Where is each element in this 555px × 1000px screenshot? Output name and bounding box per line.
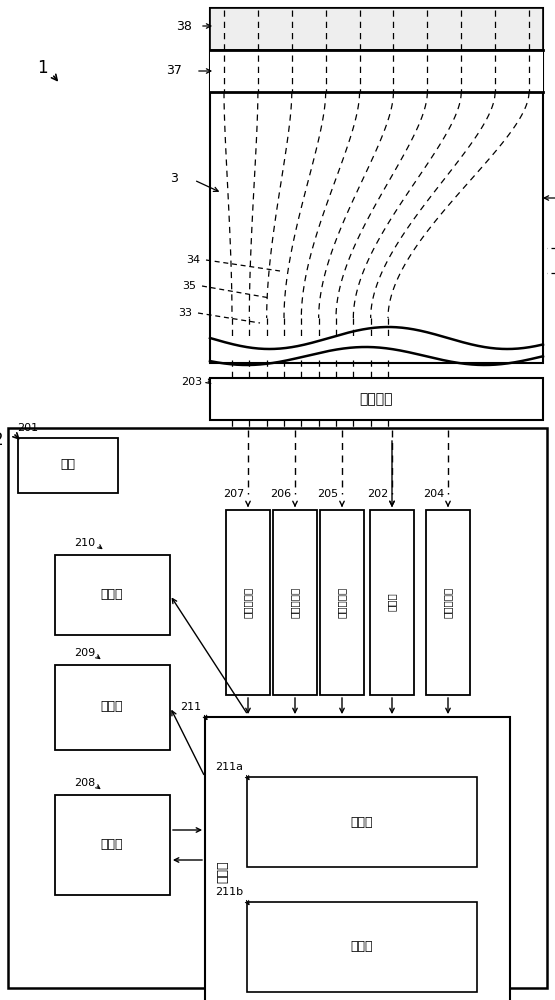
Text: 209: 209	[74, 648, 95, 658]
Bar	[55, 665, 170, 750]
Text: 第四检测部: 第四检测部	[243, 586, 253, 618]
Text: 记录部: 记录部	[101, 588, 123, 601]
Bar	[247, 777, 477, 867]
Bar	[210, 378, 543, 420]
Text: 第一检测部: 第一检测部	[443, 586, 453, 618]
Text: 206: 206	[270, 489, 291, 499]
Text: 第二检测部: 第二检测部	[337, 586, 347, 618]
Text: 210: 210	[74, 538, 95, 548]
Bar	[205, 717, 510, 1000]
Text: 201: 201	[17, 423, 38, 433]
Text: 38: 38	[176, 19, 192, 32]
Text: 34: 34	[186, 255, 200, 265]
Bar	[320, 510, 364, 695]
Text: 207: 207	[223, 489, 244, 499]
Bar	[210, 8, 543, 50]
Bar	[55, 555, 170, 635]
Bar	[426, 510, 470, 695]
Text: 35: 35	[182, 281, 196, 291]
Bar	[273, 510, 317, 695]
Bar	[210, 50, 543, 92]
Text: 202: 202	[367, 489, 388, 499]
Text: 211: 211	[180, 702, 201, 712]
Text: 判定部: 判定部	[351, 816, 374, 828]
Text: 208: 208	[74, 778, 95, 788]
Text: 输入部: 输入部	[101, 838, 123, 852]
Text: 2: 2	[0, 431, 3, 449]
Bar	[226, 510, 270, 695]
Text: 连接器部: 连接器部	[359, 392, 393, 406]
Text: 控制部: 控制部	[216, 861, 230, 883]
Text: 37: 37	[166, 64, 182, 78]
Bar	[18, 438, 118, 493]
Text: 输出部: 输出部	[101, 700, 123, 714]
Bar	[247, 902, 477, 992]
Text: 203: 203	[181, 377, 202, 387]
Bar	[8, 428, 547, 988]
Bar	[370, 510, 414, 695]
Text: 電源: 電源	[60, 458, 75, 472]
Text: 211b: 211b	[215, 887, 243, 897]
Bar	[210, 8, 543, 363]
Text: 205: 205	[317, 489, 338, 499]
Text: 33: 33	[178, 308, 192, 318]
Text: 第三检测部: 第三检测部	[290, 586, 300, 618]
Text: 光源部: 光源部	[387, 593, 397, 611]
Bar	[55, 795, 170, 895]
Text: 211a: 211a	[215, 762, 243, 772]
Text: 1: 1	[37, 59, 47, 77]
Text: 运算部: 运算部	[351, 940, 374, 954]
Text: 3: 3	[170, 172, 178, 184]
Text: 204: 204	[423, 489, 444, 499]
